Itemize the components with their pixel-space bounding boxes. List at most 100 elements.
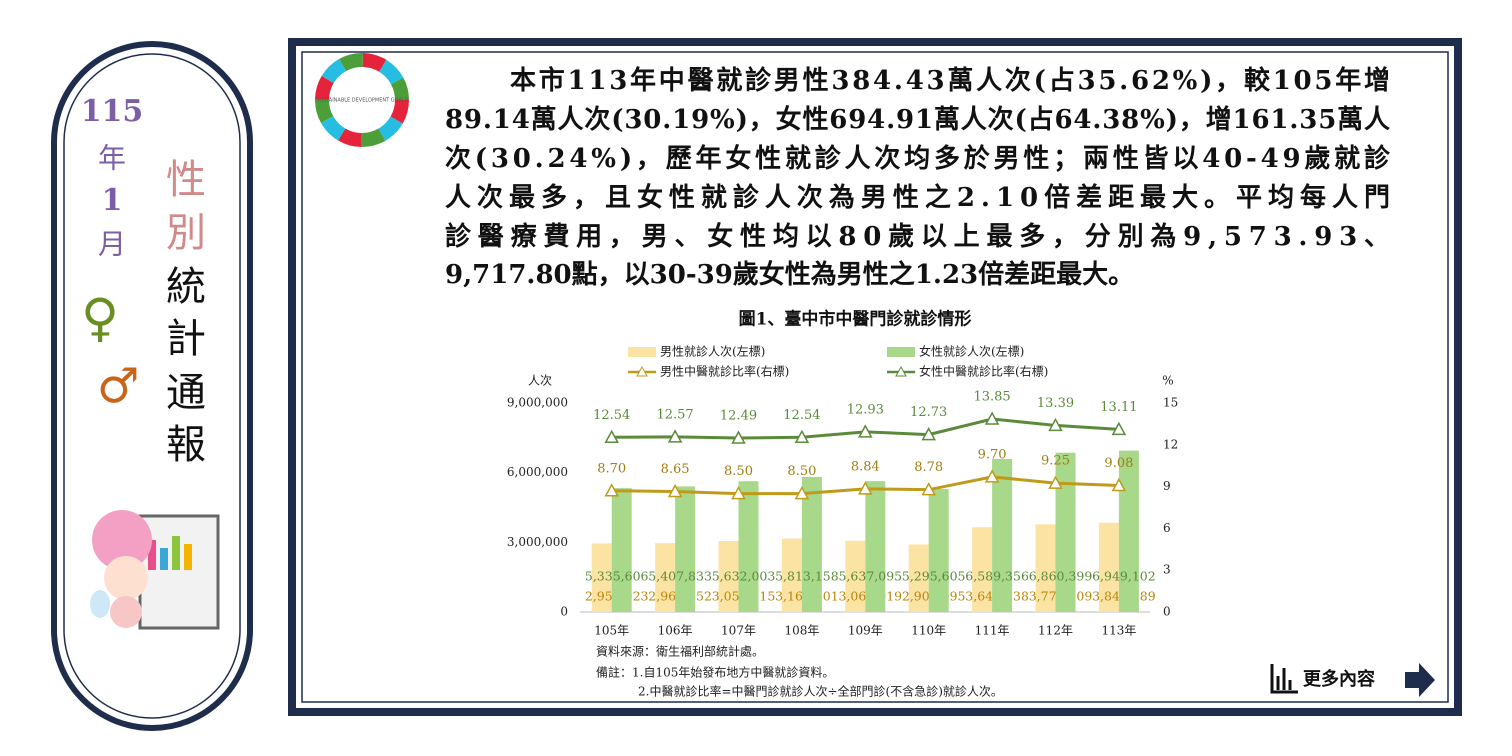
data-label: 5,637,095 bbox=[838, 569, 902, 584]
note: 2.中醫就診比率=中醫門診就診人次÷全部門診(不含急診)就診人次。 bbox=[638, 684, 1003, 699]
x-tick-label: 109年 bbox=[848, 624, 883, 638]
bar bbox=[611, 488, 632, 612]
data-label: 13.39 bbox=[1037, 396, 1074, 411]
data-label: 8.84 bbox=[851, 459, 880, 474]
main-inner bbox=[301, 51, 1449, 703]
data-label: 12.73 bbox=[910, 405, 947, 420]
more-button[interactable]: 更多內容 bbox=[1270, 663, 1435, 697]
note: 資料來源：衛生福利部統計處。 bbox=[596, 644, 764, 659]
y-axis-label: 人次 bbox=[528, 374, 552, 388]
bar bbox=[655, 543, 676, 612]
data-label: 5,335,606 bbox=[585, 569, 649, 584]
x-tick-label: 110年 bbox=[911, 624, 946, 638]
logo-text: SUSTAINABLE DEVELOPMENT GOALS bbox=[316, 98, 408, 104]
bar bbox=[781, 538, 802, 612]
title-char: 統 bbox=[166, 264, 206, 310]
x-tick-label: 105年 bbox=[594, 624, 629, 638]
x-tick-label: 108年 bbox=[784, 624, 819, 638]
marker bbox=[667, 483, 683, 498]
y2-tick-label: 6 bbox=[1163, 521, 1171, 535]
bar bbox=[865, 481, 886, 612]
legend-label: 男性中醫就診比率(右標) bbox=[660, 364, 789, 379]
month: 1 bbox=[102, 183, 123, 218]
data-label: 12.49 bbox=[720, 408, 757, 423]
legend-label: 女性中醫就診比率(右標) bbox=[919, 364, 1048, 379]
sdg-logo: SUSTAINABLE DEVELOPMENT GOALS bbox=[315, 53, 409, 147]
chart-title: 圖1、臺中市中醫門診就診情形 bbox=[739, 309, 972, 330]
x-tick-label: 112年 bbox=[1038, 624, 1073, 638]
legend-marker bbox=[636, 365, 648, 377]
marker bbox=[1048, 475, 1063, 489]
year-unit: 年 bbox=[98, 142, 126, 175]
data-label: 9.70 bbox=[978, 447, 1007, 462]
marker bbox=[921, 427, 936, 441]
title-char: 別 bbox=[166, 210, 206, 256]
data-label: 6,949,102 bbox=[1092, 569, 1156, 584]
legend-swatch bbox=[887, 347, 915, 357]
data-label: 8.70 bbox=[597, 461, 626, 476]
data-label: 5,295,605 bbox=[902, 569, 966, 584]
bar bbox=[908, 544, 929, 612]
bar bbox=[675, 486, 696, 612]
legend-swatch bbox=[628, 347, 656, 357]
paragraph-line: 9,717.80點，以30-39歲女性為男性之1.23倍差距最大。 bbox=[445, 259, 1134, 290]
data-label: 12.57 bbox=[656, 407, 693, 422]
legend-label: 女性就診人次(左標) bbox=[919, 344, 1024, 359]
month-unit: 月 bbox=[98, 228, 126, 261]
female-symbol: ♀ bbox=[81, 288, 119, 349]
y2-tick-label: 15 bbox=[1163, 396, 1178, 410]
paragraph-line: 次(30.24%)，歷年女性就診人次均多於男性；兩性皆以40-49歲就診 bbox=[445, 143, 1391, 174]
y2-tick-label: 3 bbox=[1163, 563, 1171, 577]
x-tick-label: 106年 bbox=[658, 624, 693, 638]
y-tick-label: 3,000,000 bbox=[507, 535, 568, 549]
marker bbox=[858, 424, 873, 438]
bar bbox=[738, 481, 759, 612]
marker bbox=[921, 482, 936, 496]
paragraph-line: 89.14萬人次(30.19%)，女性694.91萬人次(占64.38%)，增1… bbox=[445, 104, 1390, 135]
data-label: 13.11 bbox=[1100, 400, 1137, 415]
y2-tick-label: 12 bbox=[1163, 437, 1178, 451]
sidebar-inner bbox=[63, 53, 241, 719]
data-label: 5,813,158 bbox=[775, 569, 839, 584]
data-label: 8.65 bbox=[661, 462, 690, 477]
bar bbox=[718, 541, 739, 612]
data-label: 6,860,399 bbox=[1029, 569, 1093, 584]
marker bbox=[1111, 421, 1127, 436]
marker bbox=[1111, 477, 1127, 492]
paragraph-line: 本市113年中醫就診男性384.43萬人次(占35.62%)，較105年增 bbox=[510, 65, 1390, 96]
bar bbox=[1055, 452, 1076, 612]
data-label: 12.54 bbox=[783, 408, 820, 423]
mascot bbox=[90, 510, 220, 630]
marker bbox=[604, 429, 619, 444]
data-label: 9.25 bbox=[1041, 454, 1070, 469]
legend-marker bbox=[895, 365, 907, 377]
legend-label: 男性就診人次(左標) bbox=[660, 344, 765, 359]
data-label: 9.08 bbox=[1104, 456, 1133, 471]
bar bbox=[928, 489, 949, 612]
data-label: 8.50 bbox=[787, 464, 816, 479]
more-label[interactable]: 更多內容 bbox=[1303, 668, 1375, 690]
data-label: 12.54 bbox=[593, 408, 630, 423]
y-tick-label: 6,000,000 bbox=[507, 465, 568, 479]
data-label: 8.78 bbox=[914, 460, 943, 475]
title-char: 計 bbox=[166, 316, 206, 362]
bar bbox=[1035, 524, 1056, 612]
year: 115 bbox=[81, 94, 144, 129]
data-label: 12.93 bbox=[847, 402, 884, 417]
marker bbox=[794, 486, 810, 500]
bar bbox=[1098, 522, 1119, 612]
title-char: 報 bbox=[166, 422, 206, 468]
y2-tick-label: 9 bbox=[1163, 479, 1171, 493]
marker bbox=[1048, 417, 1063, 432]
marker bbox=[604, 483, 619, 497]
marker bbox=[667, 429, 683, 443]
y-tick-label: 9,000,000 bbox=[507, 396, 568, 410]
x-tick-label: 107年 bbox=[721, 624, 756, 638]
marker bbox=[984, 411, 1000, 425]
y2-tick-label: 0 bbox=[1163, 605, 1171, 619]
marker bbox=[858, 481, 873, 495]
x-tick-label: 113年 bbox=[1101, 624, 1136, 638]
bar bbox=[591, 543, 612, 612]
